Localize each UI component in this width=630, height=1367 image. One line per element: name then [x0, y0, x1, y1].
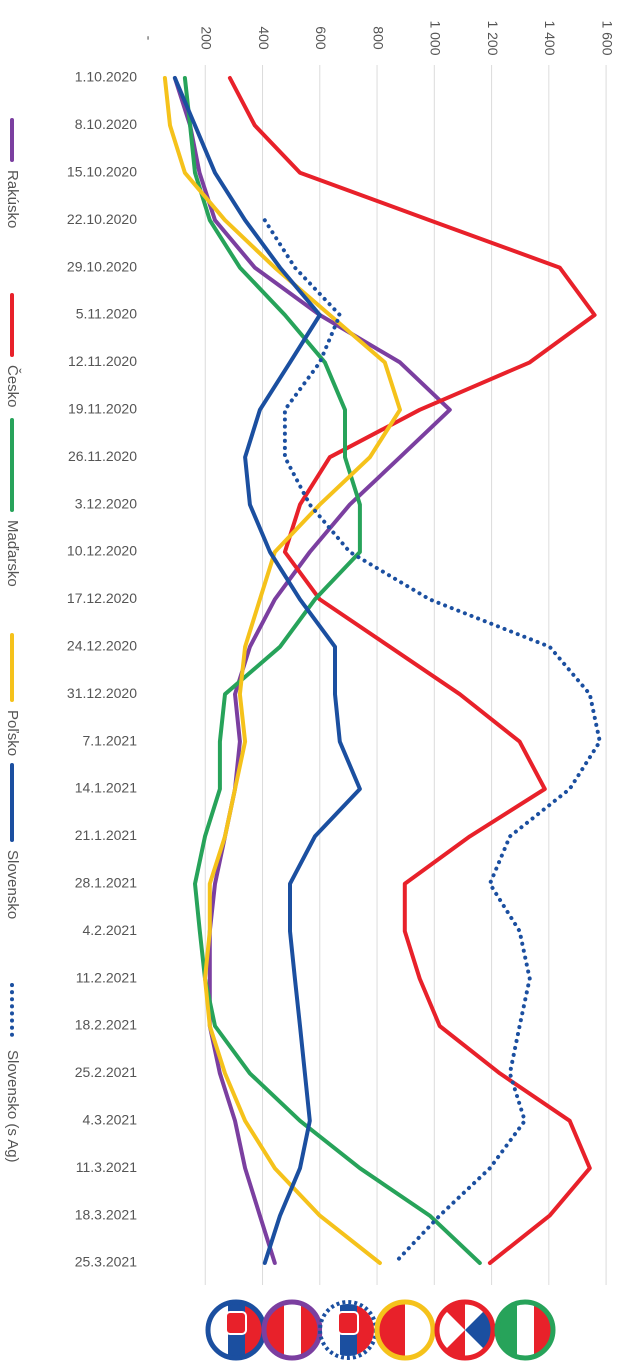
flag-ring — [374, 1299, 436, 1361]
y-tick-label: 24.12.2020 — [67, 638, 137, 654]
y-tick-label: 7.1.2021 — [83, 732, 138, 748]
series-line — [262, 218, 602, 1265]
y-tick-label: 8.10.2020 — [75, 116, 137, 132]
y-tick-label: 4.2.2021 — [83, 922, 138, 938]
flag-sk — [210, 1304, 262, 1356]
y-tick-label: 18.3.2021 — [75, 1206, 137, 1222]
x-tick-label: - — [141, 36, 157, 41]
flag-hu — [499, 1304, 551, 1356]
flags — [205, 1299, 556, 1361]
y-tick-label: 19.11.2020 — [68, 401, 137, 417]
y-tick-label: 18.2.2021 — [75, 1017, 137, 1033]
x-tick-label: 200 — [199, 26, 215, 50]
x-tick-label: 1 200 — [485, 20, 501, 55]
x-tick-label: 800 — [370, 26, 386, 50]
x-tick-label: 600 — [313, 26, 329, 50]
flag-ring — [261, 1299, 323, 1361]
series-line — [172, 76, 362, 1265]
y-tick-label: 4.3.2021 — [83, 1112, 138, 1128]
y-tick-label: 5.11.2020 — [76, 306, 137, 322]
y-tick-label: 31.12.2020 — [67, 685, 137, 701]
y-tick-label: 29.10.2020 — [67, 258, 137, 274]
x-tick-label: 1 400 — [542, 20, 558, 55]
y-tick-label: 26.11.2020 — [68, 448, 137, 464]
legend-label: Maďarsko — [4, 520, 21, 587]
y-tick-label: 11.3.2021 — [76, 1159, 137, 1175]
legend-label: Rakúsko — [4, 170, 21, 228]
y-tick-label: 17.12.2020 — [67, 590, 137, 606]
x-tick-label: 1 000 — [428, 20, 444, 55]
series-line — [182, 76, 482, 1265]
series-line — [172, 76, 452, 1265]
y-tick-label: 21.1.2021 — [75, 827, 137, 843]
x-tick-label: 400 — [256, 26, 272, 50]
series-line — [162, 76, 402, 1265]
legend-label: Česko — [4, 365, 21, 408]
y-tick-label: 1.10.2020 — [75, 69, 137, 85]
y-tick-label: 10.12.2020 — [67, 543, 137, 559]
flag-at — [266, 1304, 318, 1356]
x-tick-label: 1 600 — [599, 20, 615, 55]
flag-ring — [434, 1299, 496, 1361]
y-tick-label: 22.10.2020 — [67, 211, 137, 227]
legend-label: Slovensko — [4, 850, 21, 919]
flag-ring — [494, 1299, 556, 1361]
legend-label: Poľsko — [4, 710, 21, 756]
y-tick-label: 15.10.2020 — [67, 164, 137, 180]
y-tick-label: 3.12.2020 — [75, 495, 137, 511]
y-tick-label: 11.2.2021 — [76, 969, 137, 985]
flag-sk-ag — [322, 1304, 374, 1356]
legend-label: Slovensko (s Ag) — [4, 1050, 21, 1163]
y-tick-label: 25.3.2021 — [75, 1254, 137, 1270]
y-tick-label: 14.1.2021 — [75, 780, 137, 796]
y-tick-label: 25.2.2021 — [75, 1064, 137, 1080]
y-tick-label: 28.1.2021 — [75, 875, 137, 891]
y-tick-label: 12.11.2020 — [68, 353, 137, 369]
series-line — [227, 76, 597, 1265]
